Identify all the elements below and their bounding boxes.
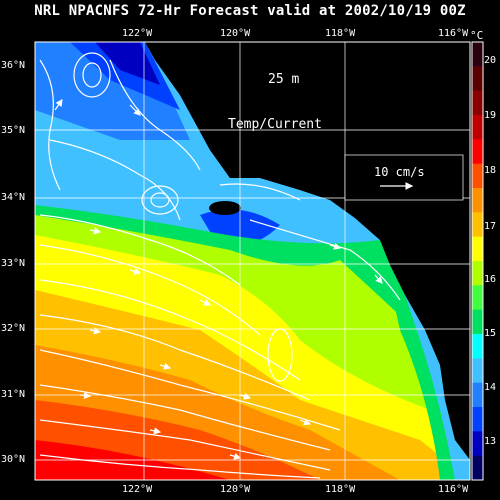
colorbar-tick: 15 xyxy=(484,328,497,339)
lat-label: 35°N xyxy=(1,125,26,136)
legend-box xyxy=(344,154,464,201)
map-frame xyxy=(34,41,471,481)
colorbar-unit: °C xyxy=(470,29,484,42)
colorbar-frame xyxy=(471,41,484,481)
current-arrows xyxy=(54,99,383,460)
colorbar-tick: 19 xyxy=(484,110,497,121)
colorbar-segment xyxy=(472,188,483,213)
lon-label-bottom: 118°W xyxy=(325,484,356,495)
current-streamlines xyxy=(39,52,401,479)
colorbar-segment xyxy=(472,212,483,238)
lon-label-top: 116°W xyxy=(438,28,469,39)
lon-label-top: 118°W xyxy=(325,28,356,39)
lon-label-top: 120°W xyxy=(220,28,251,39)
lat-label: 30°N xyxy=(1,454,26,465)
lon-label-bottom: 120°W xyxy=(220,484,251,495)
colorbar-segment xyxy=(472,139,483,165)
colorbar xyxy=(471,41,484,481)
map-title: NRL NPACNFS 72-Hr Forecast valid at 2002… xyxy=(34,3,466,19)
colorbar-segment xyxy=(472,163,483,189)
colorbar-tick: 13 xyxy=(484,436,497,447)
colorbar-segment xyxy=(472,261,483,286)
lat-label: 34°N xyxy=(1,192,26,203)
colorbar-segment xyxy=(472,236,483,262)
lat-label: 31°N xyxy=(1,389,26,400)
colorbar-tick: 20 xyxy=(484,55,497,66)
lat-label: 36°N xyxy=(1,60,26,71)
colorbar-tick: 14 xyxy=(484,382,497,393)
lat-label: 33°N xyxy=(1,258,26,269)
lon-label-bottom: 116°W xyxy=(438,484,469,495)
coastline-land xyxy=(145,42,470,460)
colorbar-tick: 17 xyxy=(484,221,497,232)
colorbar-segment xyxy=(472,358,483,384)
colorbar-segment xyxy=(472,115,483,140)
colorbar-segment xyxy=(472,309,483,335)
colorbar-segment xyxy=(472,42,483,67)
colorbar-segment xyxy=(472,66,483,92)
colorbar-segment xyxy=(472,334,483,359)
colorbar-segment xyxy=(472,431,483,457)
colorbar-segment xyxy=(472,285,483,311)
depth-label: 25 m xyxy=(268,72,300,87)
island xyxy=(209,201,241,215)
lat-label: 32°N xyxy=(1,323,26,334)
colorbar-segment xyxy=(472,455,483,481)
field-label: Temp/Current xyxy=(228,117,322,132)
colorbar-segment xyxy=(472,90,483,116)
lon-label-top: 122°W xyxy=(122,28,153,39)
colorbar-segment xyxy=(472,407,483,432)
lon-label-bottom: 122°W xyxy=(122,484,153,495)
colorbar-segment xyxy=(472,382,483,408)
colorbar-tick: 18 xyxy=(484,165,497,176)
scale-label: 10 cm/s xyxy=(374,165,425,179)
colorbar-tick: 16 xyxy=(484,274,497,285)
